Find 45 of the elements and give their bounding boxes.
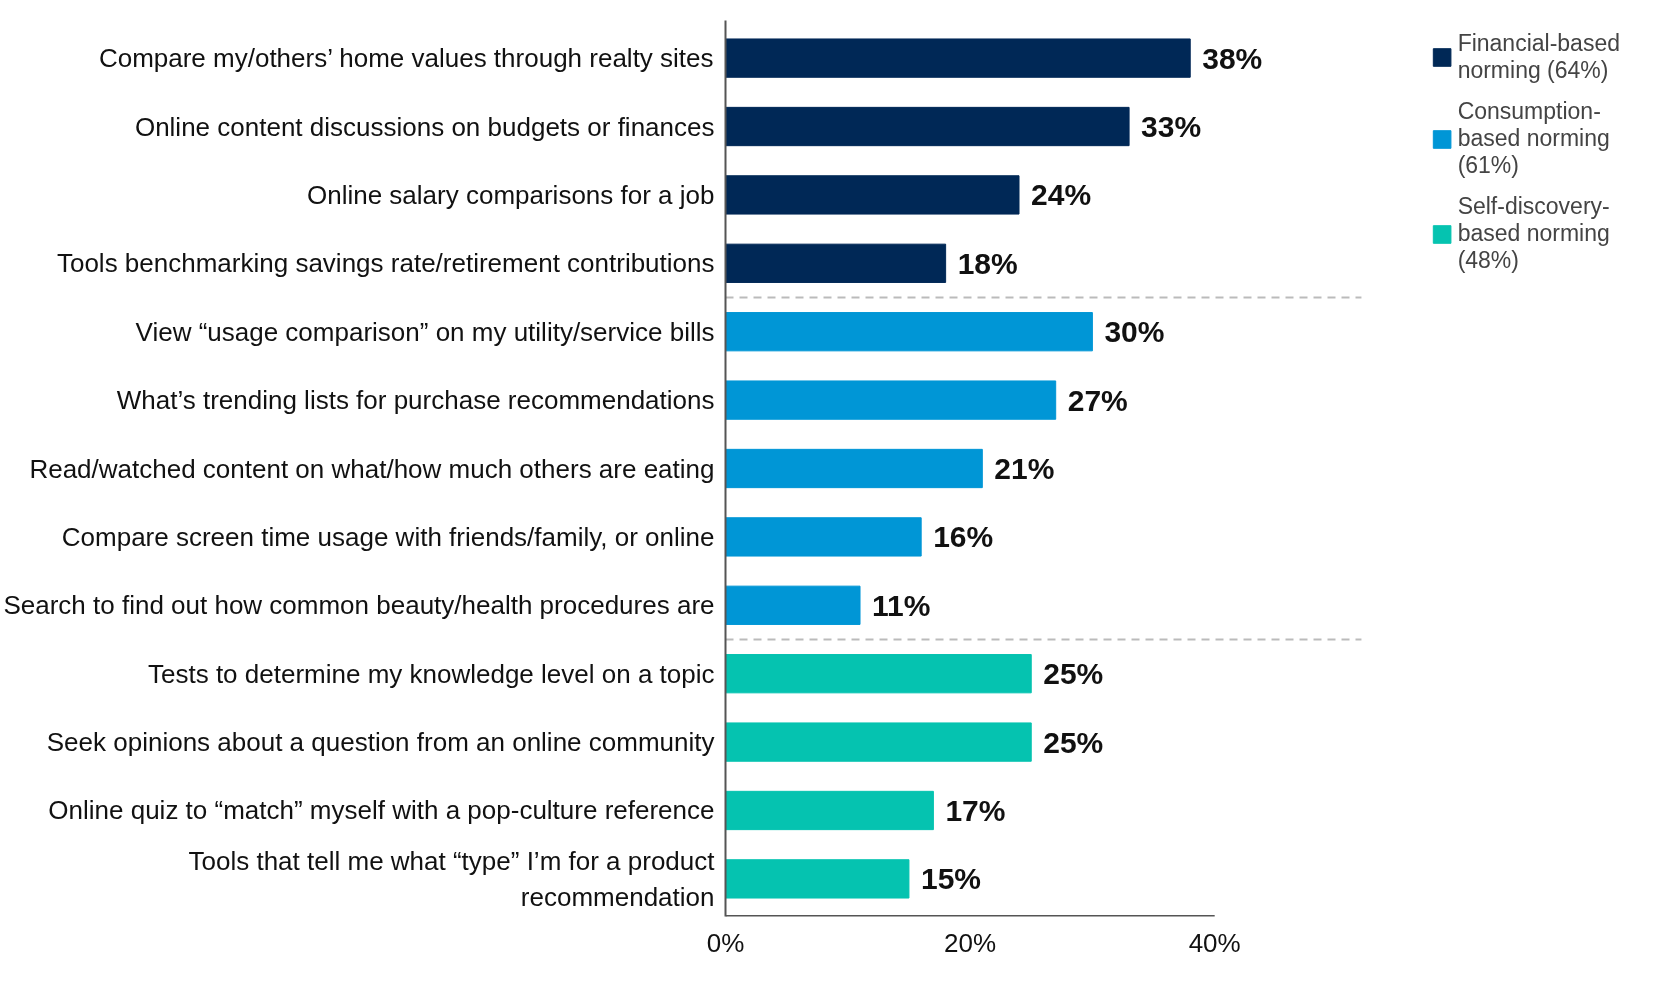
bar <box>725 175 1020 215</box>
legend-label: Financial-based norming (64%) <box>1457 30 1620 84</box>
data-label: 16% <box>933 520 994 554</box>
data-label: 30% <box>1104 315 1165 349</box>
y-tick-label: Seek opinions about a question from an online community <box>46 727 715 758</box>
bar <box>725 859 910 899</box>
y-tick-label: Online quiz to “match” myself with a pop-culture reference <box>48 795 715 826</box>
x-tick-label: 20% <box>944 927 997 958</box>
data-label: 38% <box>1202 41 1263 75</box>
bar <box>725 790 934 831</box>
bar <box>725 380 1057 420</box>
bar <box>725 722 1032 762</box>
y-tick-label: Search to find out how common beauty/health procedures are <box>3 590 715 621</box>
y-tick-label: What’s trending lists for purchase recommendations <box>116 385 715 416</box>
y-tick-label: Compare my/others’ home values through realty sites <box>98 43 714 74</box>
legend-label: Consumption-based norming (61%) <box>1457 98 1610 179</box>
data-label: 24% <box>1031 178 1092 212</box>
x-tick-label: 40% <box>1188 927 1241 958</box>
y-tick-label: Tests to determine my knowledge level on a topic <box>147 658 715 689</box>
data-label: 33% <box>1141 110 1202 144</box>
data-label: 18% <box>957 246 1018 280</box>
bar <box>725 106 1130 147</box>
data-label: 27% <box>1067 383 1128 417</box>
data-label: 25% <box>1043 725 1104 759</box>
y-tick-label: View “usage comparison” on my utility/service bills <box>135 316 715 347</box>
bar <box>725 38 1191 78</box>
bar <box>725 585 861 625</box>
data-label: 15% <box>920 862 981 896</box>
bar <box>725 654 1032 694</box>
data-label: 17% <box>945 793 1006 827</box>
bar <box>725 312 1093 352</box>
data-label: 11% <box>872 588 931 622</box>
data-label: 21% <box>994 452 1055 485</box>
data-label: 25% <box>1043 657 1104 691</box>
y-tick-label: Online salary comparisons for a job <box>306 179 715 210</box>
y-tick-label: Compare screen time usage with friends/family, or online <box>61 521 715 552</box>
bar <box>725 517 922 557</box>
bar <box>725 448 983 489</box>
y-tick-label: Tools benchmarking savings rate/retirement contributions <box>56 248 715 279</box>
y-tick-label: Online content discussions on budgets or finances <box>134 111 715 142</box>
x-tick-label: 0% <box>706 927 745 958</box>
bar <box>725 243 947 283</box>
y-tick-label: Read/watched content on what/how much others are eating <box>29 453 715 484</box>
y-tick-label: Tools that tell me what “type” I’m for a product recommendation <box>188 845 716 912</box>
legend-label: Self-discovery-based norming (48%) <box>1457 193 1610 274</box>
